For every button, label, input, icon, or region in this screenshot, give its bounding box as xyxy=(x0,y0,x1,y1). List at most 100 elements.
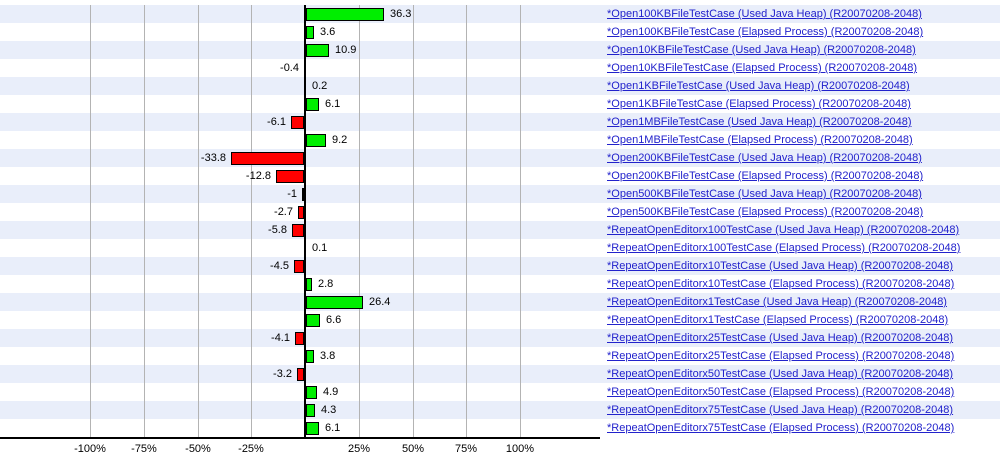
bar-positive xyxy=(306,98,319,111)
x-axis-tick-label: -50% xyxy=(185,443,211,455)
test-result-link[interactable]: *Open500KBFileTestCase (Used Java Heap) … xyxy=(607,188,922,200)
test-result-link[interactable]: *RepeatOpenEditorx50TestCase (Used Java … xyxy=(607,368,954,380)
test-result-link[interactable]: *RepeatOpenEditorx1TestCase (Elapsed Pro… xyxy=(607,314,949,326)
table-row-stripe xyxy=(0,383,1000,401)
bar-value-label: 26.4 xyxy=(369,296,391,308)
bar-value-label: 36.3 xyxy=(390,8,412,20)
test-result-link[interactable]: *Open100KBFileTestCase (Elapsed Process)… xyxy=(607,26,924,38)
test-result-link[interactable]: *RepeatOpenEditorx25TestCase (Used Java … xyxy=(607,332,954,344)
bar-positive xyxy=(306,8,384,21)
bar-positive xyxy=(306,296,363,309)
bar-positive xyxy=(306,314,320,327)
test-result-link[interactable]: *Open500KBFileTestCase (Elapsed Process)… xyxy=(607,206,924,218)
test-result-link[interactable]: *RepeatOpenEditorx100TestCase (Used Java… xyxy=(607,224,960,236)
bar-value-label: 6.6 xyxy=(326,314,342,326)
test-result-link[interactable]: *RepeatOpenEditorx25TestCase (Elapsed Pr… xyxy=(607,350,955,362)
bar-value-label: -6.1 xyxy=(267,116,286,128)
bar-negative xyxy=(298,206,304,219)
bar-value-label: 4.3 xyxy=(321,404,337,416)
bar-positive xyxy=(306,278,312,291)
bar-value-label: 9.2 xyxy=(332,134,348,146)
gridline xyxy=(359,5,360,437)
test-result-link[interactable]: *RepeatOpenEditorx50TestCase (Elapsed Pr… xyxy=(607,386,955,398)
x-axis-tick-label: -25% xyxy=(238,443,264,455)
table-row-stripe xyxy=(0,41,1000,59)
table-row-stripe xyxy=(0,131,1000,149)
bar-negative xyxy=(294,260,304,273)
table-row-stripe xyxy=(0,95,1000,113)
gridline xyxy=(413,5,414,437)
test-result-link[interactable]: *Open10KBFileTestCase (Used Java Heap) (… xyxy=(607,44,916,56)
bar-value-label: -1 xyxy=(287,188,297,200)
test-result-link[interactable]: *Open100KBFileTestCase (Used Java Heap) … xyxy=(607,8,922,20)
bar-negative xyxy=(291,116,304,129)
bar-positive xyxy=(306,134,326,147)
bar-positive xyxy=(306,386,317,399)
bar-value-label: 4.9 xyxy=(323,386,339,398)
table-row-stripe xyxy=(0,365,1000,383)
table-row-stripe xyxy=(0,401,1000,419)
gridline xyxy=(251,5,252,437)
bar-value-label: -4.5 xyxy=(270,260,289,272)
bar-value-label: 0.1 xyxy=(312,242,328,254)
bar-positive xyxy=(306,350,314,363)
x-axis-tick-label: 75% xyxy=(454,443,478,455)
bar-value-label: -0.4 xyxy=(280,62,299,74)
test-result-link[interactable]: *RepeatOpenEditorx75TestCase (Elapsed Pr… xyxy=(607,422,955,434)
x-axis-tick-label: 25% xyxy=(347,443,371,455)
bar-value-label: 0.2 xyxy=(312,80,328,92)
table-row-stripe xyxy=(0,239,1000,257)
gridline xyxy=(90,5,91,437)
bar-value-label: -3.2 xyxy=(273,368,292,380)
bar-positive xyxy=(306,44,329,57)
gridline xyxy=(466,5,467,437)
table-row-stripe xyxy=(0,275,1000,293)
table-row-stripe xyxy=(0,257,1000,275)
test-result-link[interactable]: *RepeatOpenEditorx1TestCase (Used Java H… xyxy=(607,296,947,308)
test-result-link[interactable]: *Open1KBFileTestCase (Used Java Heap) (R… xyxy=(607,80,910,92)
bar-value-label: -2.7 xyxy=(274,206,293,218)
bar-negative xyxy=(297,368,304,381)
test-result-link[interactable]: *Open200KBFileTestCase (Used Java Heap) … xyxy=(607,152,922,164)
table-row-stripe xyxy=(0,203,1000,221)
bar-negative xyxy=(276,170,304,183)
table-row-stripe xyxy=(0,167,1000,185)
bar-positive xyxy=(306,404,315,417)
table-row-stripe xyxy=(0,221,1000,239)
test-result-link[interactable]: *Open200KBFileTestCase (Elapsed Process)… xyxy=(607,170,924,182)
gridline xyxy=(144,5,145,437)
test-result-link[interactable]: *Open1MBFileTestCase (Elapsed Process) (… xyxy=(607,134,913,146)
table-row-stripe xyxy=(0,293,1000,311)
bar-negative xyxy=(292,224,304,237)
test-result-link[interactable]: *RepeatOpenEditorx10TestCase (Elapsed Pr… xyxy=(607,278,955,290)
table-row-stripe xyxy=(0,419,1000,437)
table-row-stripe xyxy=(0,23,1000,41)
bar-positive xyxy=(306,26,314,39)
bar-negative xyxy=(231,152,304,165)
bar-value-label: 10.9 xyxy=(335,44,357,56)
table-row-stripe xyxy=(0,185,1000,203)
bar-value-label: -12.8 xyxy=(245,170,271,182)
table-row-stripe xyxy=(0,311,1000,329)
table-row-stripe xyxy=(0,5,1000,23)
test-result-link[interactable]: *RepeatOpenEditorx75TestCase (Used Java … xyxy=(607,404,954,416)
bar-negative xyxy=(302,188,304,201)
bar-value-label: 3.6 xyxy=(320,26,336,38)
x-axis-tick-label: 100% xyxy=(505,443,535,455)
test-result-link[interactable]: *Open1KBFileTestCase (Elapsed Process) (… xyxy=(607,98,911,110)
x-axis-tick-label: 50% xyxy=(401,443,425,455)
test-result-link[interactable]: *Open1MBFileTestCase (Used Java Heap) (R… xyxy=(607,116,912,128)
bar-value-label: 2.8 xyxy=(318,278,334,290)
test-result-link[interactable]: *RepeatOpenEditorx10TestCase (Used Java … xyxy=(607,260,954,272)
bar-value-label: -33.8 xyxy=(200,152,226,164)
table-row-stripe xyxy=(0,77,1000,95)
test-result-link[interactable]: *RepeatOpenEditorx100TestCase (Elapsed P… xyxy=(607,242,961,254)
zero-axis-line xyxy=(304,5,306,439)
bar-value-label: 3.8 xyxy=(320,350,336,362)
table-row-stripe xyxy=(0,329,1000,347)
test-result-link[interactable]: *Open10KBFileTestCase (Elapsed Process) … xyxy=(607,62,918,74)
table-row-stripe xyxy=(0,113,1000,131)
bar-value-label: 6.1 xyxy=(325,422,341,434)
x-axis-tick-label: -100% xyxy=(74,443,106,455)
